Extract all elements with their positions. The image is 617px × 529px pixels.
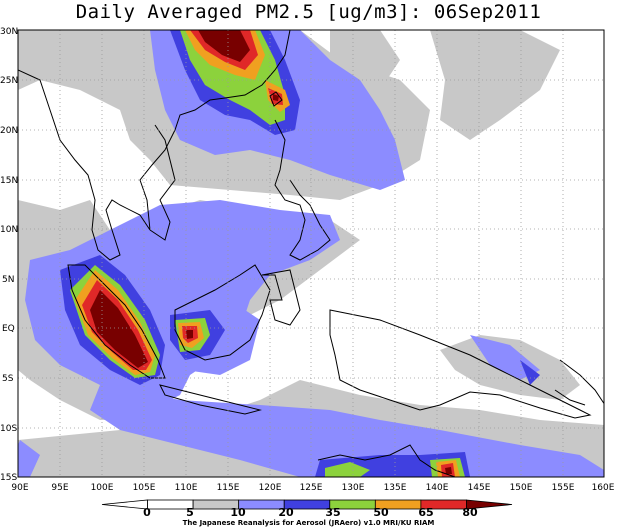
lon-label: 130E bbox=[342, 483, 365, 493]
lon-label: 135E bbox=[384, 483, 407, 493]
legend-label: 5 bbox=[186, 506, 194, 519]
credit-line: The Japanese Reanalysis for Aerosol (JRA… bbox=[182, 519, 435, 527]
lat-label: 15S bbox=[0, 473, 17, 483]
lon-label: 155E bbox=[552, 483, 575, 493]
lon-label: 95E bbox=[51, 483, 68, 493]
lat-label: 5N bbox=[2, 275, 14, 285]
lon-label: 110E bbox=[175, 483, 198, 493]
lon-label: 140E bbox=[426, 483, 449, 493]
legend-label: 10 bbox=[230, 506, 246, 519]
longitude-labels: 90E 95E 100E 105E 110E 115E 120E 125E 13… bbox=[11, 483, 614, 493]
graticule bbox=[18, 30, 604, 477]
lat-label: 10S bbox=[0, 424, 17, 434]
latitude-labels: 30N 25N 20N 15N 10N 5N EQ 5S 10S 15S bbox=[0, 27, 18, 483]
legend-label: 80 bbox=[462, 506, 478, 519]
lon-label: 90E bbox=[11, 483, 28, 493]
lon-label: 160E bbox=[592, 483, 615, 493]
lat-label: 30N bbox=[0, 27, 18, 37]
lat-label: 20N bbox=[0, 126, 18, 136]
legend-label: 35 bbox=[325, 506, 340, 519]
legend-labels: 0 5 10 20 35 50 65 80 bbox=[143, 506, 478, 519]
level-80-plus-shading bbox=[90, 30, 452, 474]
lon-label: 105E bbox=[133, 483, 156, 493]
legend-label: 65 bbox=[418, 506, 433, 519]
legend-label: 0 bbox=[143, 506, 151, 519]
coastlines bbox=[18, 30, 604, 477]
pm25-field bbox=[18, 30, 604, 477]
lat-label: 5S bbox=[2, 374, 14, 384]
lat-label: 10N bbox=[0, 225, 18, 235]
color-legend bbox=[101, 499, 513, 510]
map-title: Daily Averaged PM2.5 [ug/m3]: 06Sep2011 bbox=[75, 1, 542, 23]
legend-swatch bbox=[101, 499, 148, 510]
lat-label: 15N bbox=[0, 176, 18, 186]
lon-label: 120E bbox=[259, 483, 282, 493]
lon-label: 115E bbox=[217, 483, 240, 493]
map-frame bbox=[17, 29, 605, 478]
lat-label: EQ bbox=[2, 324, 15, 334]
lon-label: 125E bbox=[300, 483, 323, 493]
legend-label: 20 bbox=[278, 506, 294, 519]
lat-label: 25N bbox=[0, 76, 18, 86]
lon-label: 100E bbox=[91, 483, 114, 493]
lon-label: 145E bbox=[468, 483, 491, 493]
legend-swatch bbox=[466, 499, 513, 510]
legend-label: 50 bbox=[373, 506, 389, 519]
lon-label: 150E bbox=[510, 483, 533, 493]
